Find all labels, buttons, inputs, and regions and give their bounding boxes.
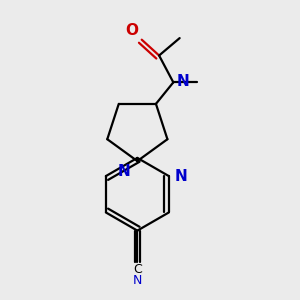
Text: N: N [176,74,189,89]
Text: C: C [133,263,142,276]
Text: N: N [175,169,187,184]
Text: N: N [133,274,142,287]
Text: O: O [125,23,139,38]
Text: N: N [118,164,130,178]
